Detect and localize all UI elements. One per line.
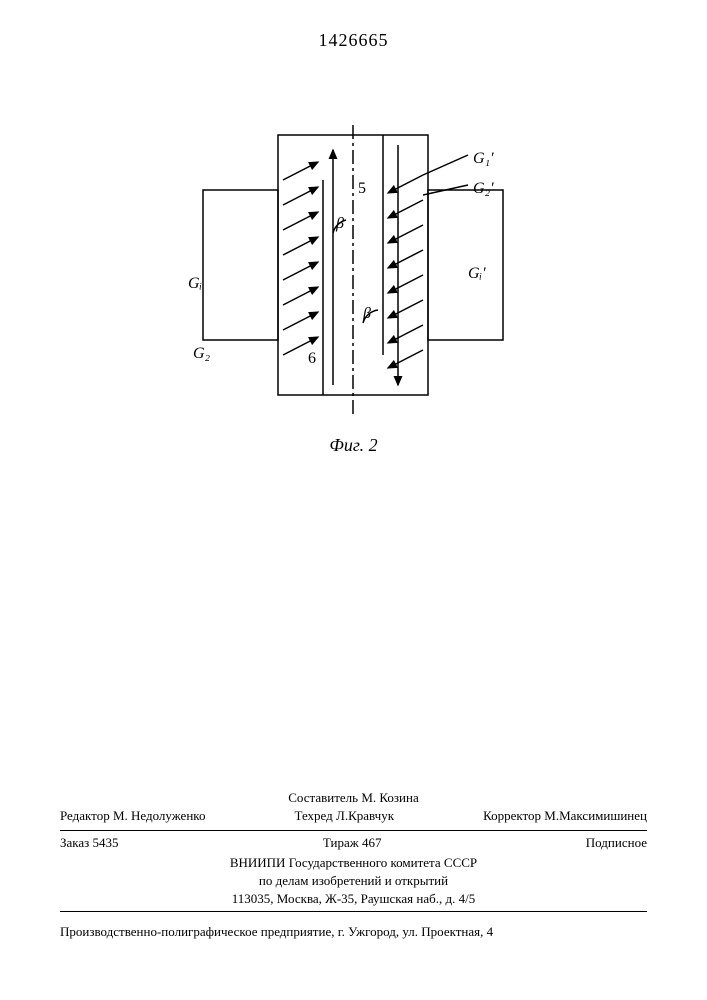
editor-name: Редактор М. Недолуженко (60, 808, 205, 824)
techred-name: Техред Л.Кравчук (295, 808, 395, 824)
org-line-2: по делам изобретений и открытий (60, 873, 647, 889)
label-beta-2: β (363, 305, 371, 323)
label-Gi-prime: Gᵢ′ (468, 265, 486, 283)
label-5: 5 (358, 180, 366, 198)
label-G2-left: G₂ (193, 345, 210, 363)
divider-1 (60, 830, 647, 831)
label-Gi-left: Gᵢ (188, 275, 202, 293)
printer-line: Производственно-полиграфическое предприя… (60, 924, 647, 940)
divider-2 (60, 911, 647, 912)
label-G1-prime: G₁′ (473, 150, 494, 168)
figure-2: Gᵢ G₂ G₁′ G₂′ Gᵢ′ 5 6 β β (188, 125, 518, 425)
org-line-1: ВНИИПИ Государственного комитета СССР (60, 855, 647, 871)
label-G2-prime: G₂′ (473, 180, 494, 198)
document-number: 1426665 (0, 30, 707, 51)
corrector-name: Корректор М.Максимишинец (483, 808, 647, 824)
org-address: 113035, Москва, Ж-35, Раушская наб., д. … (60, 891, 647, 907)
label-6: 6 (308, 350, 316, 368)
footer-block: Составитель М. Козина Редактор М. Недолу… (60, 790, 647, 940)
compiler-line: Составитель М. Козина (60, 790, 647, 806)
figure-caption: Фиг. 2 (0, 435, 707, 456)
podpisnoe: Подписное (586, 835, 647, 851)
tirazh: Тираж 467 (323, 835, 382, 851)
order-number: Заказ 5435 (60, 835, 119, 851)
label-beta-1: β (336, 215, 344, 233)
